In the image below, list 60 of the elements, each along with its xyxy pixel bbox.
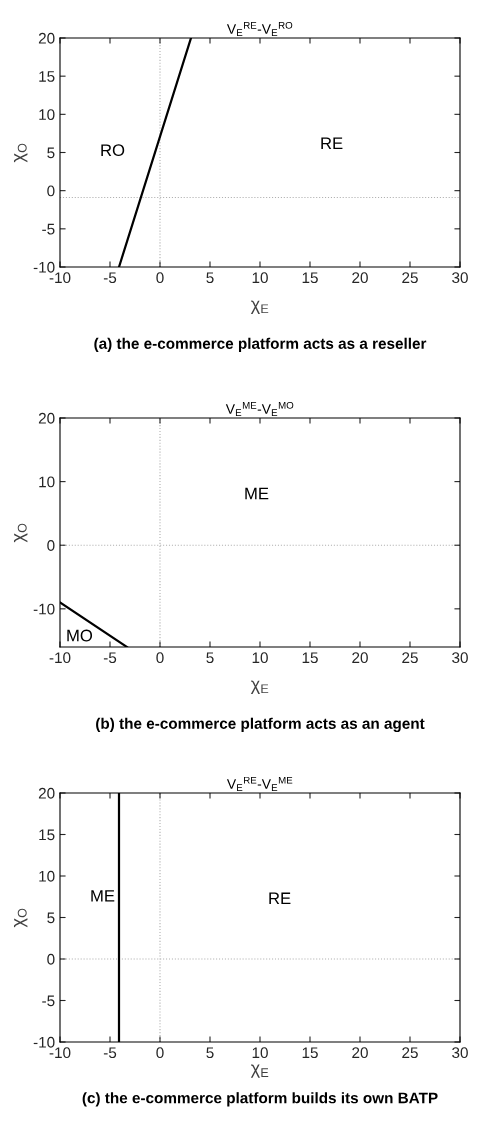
x-tick-label: 0	[156, 1047, 164, 1059]
text: (c) the e-commerce platform builds its own BATP	[82, 1092, 438, 1107]
x-tick-label: 25	[402, 652, 418, 664]
y-tick-label: 15	[39, 71, 55, 82]
x-axis-title: χ$_{E}$	[250, 300, 269, 314]
x-tick-label: 5	[206, 272, 214, 284]
x-tick-label: 15	[302, 652, 318, 664]
annotation: RE	[321, 137, 343, 150]
y-tick-label: -10	[33, 603, 55, 615]
y-tick-label: -10	[33, 1036, 55, 1048]
x-tick-label: 10	[252, 272, 268, 284]
x-tick-label: 30	[452, 272, 468, 284]
x-tick-label: 25	[402, 1047, 418, 1059]
x-tick-label: 15	[302, 272, 318, 284]
y-tick-label: 0	[47, 540, 55, 551]
y-tick-label: 0	[47, 953, 55, 965]
y-tick-label: 5	[47, 912, 55, 924]
x-tick-label: 5	[206, 652, 214, 664]
x-tick-label: 15	[302, 1047, 318, 1059]
y-tick-label: 5	[47, 147, 55, 159]
y-tick-label: 10	[39, 870, 55, 882]
y-tick-label: 15	[39, 829, 55, 841]
x-tick-label: 10	[252, 1047, 268, 1059]
y-tick-label: 10	[39, 109, 55, 121]
y-axis-title: χ$_{O}$	[13, 908, 28, 928]
y-tick-label: 20	[38, 412, 55, 424]
x-tick-label: 20	[352, 1047, 368, 1059]
x-tick-label: 25	[402, 272, 418, 284]
y-axis-title: χ$_{O}$	[13, 523, 28, 543]
x-tick-label: 10	[252, 652, 268, 664]
annotation: MO	[67, 629, 93, 642]
y-tick-label: 20	[38, 787, 55, 799]
y-tick-label: -5	[42, 223, 55, 235]
chart-title: V$_{E}$$^{RE}$-V$_{E}$$^{ME}$	[226, 776, 293, 791]
x-tick-label: 0	[156, 272, 164, 284]
x-tick-label: 30	[452, 652, 468, 664]
x-tick-label: 30	[452, 1047, 468, 1059]
annotation: RE	[269, 892, 291, 905]
annotation: RO	[101, 144, 125, 157]
y-tick-label: 0	[47, 185, 55, 197]
x-tick-label: 5	[206, 1047, 214, 1059]
y-tick-label: -10	[33, 261, 55, 273]
x-tick-label: 0	[156, 652, 164, 664]
x-tick-label: 20	[352, 272, 368, 284]
x-tick-label: -5	[103, 272, 117, 284]
annotation: ME	[91, 890, 115, 902]
chart-title: V$_{E}$$^{RE}$-V$_{E}$$^{RO}$	[226, 21, 293, 37]
y-tick-label: 10	[39, 476, 55, 488]
text: (a) the e-commerce platform acts as a reseller	[94, 337, 427, 352]
y-tick-label: -5	[42, 995, 55, 1007]
annotation: ME	[245, 487, 269, 500]
x-axis-title: χ$_{E}$	[250, 1064, 269, 1078]
x-tick-label: 20	[352, 652, 368, 664]
x-axis-title: χ$_{E}$	[250, 680, 269, 694]
y-axis-title: χ$_{O}$	[13, 143, 28, 163]
text: (b) the e-commerce platform acts as an agent	[96, 717, 425, 733]
x-tick-label: -5	[103, 1047, 117, 1059]
chart-title: V$_{E}$$^{ME}$-V$_{E}$$^{MO}$	[225, 401, 294, 417]
x-tick-label: -5	[103, 652, 117, 664]
y-tick-label: 20	[38, 32, 55, 44]
